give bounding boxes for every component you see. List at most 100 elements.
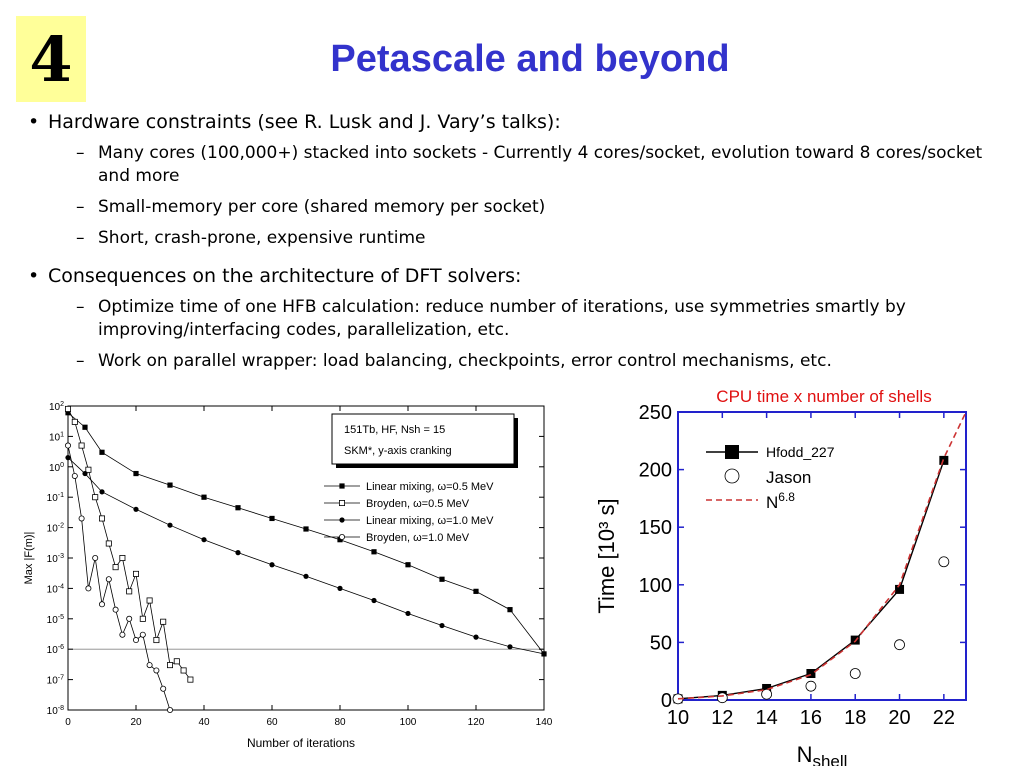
data-point — [146, 662, 153, 669]
x-tick-label: 10 — [667, 707, 689, 729]
sub-bullet: – Small-memory per core (shared memory pe… — [76, 196, 988, 219]
data-point — [119, 631, 126, 638]
data-point — [153, 667, 160, 674]
data-point — [269, 562, 275, 568]
data-point — [92, 494, 99, 501]
data-point — [167, 522, 173, 528]
data-point — [71, 418, 78, 425]
y-tick-label: 101 — [49, 431, 64, 443]
data-point — [337, 585, 343, 591]
x-tick-label: 140 — [536, 717, 553, 728]
legend-marker — [339, 483, 345, 489]
legend-marker — [338, 500, 345, 507]
x-tick-label: 20 — [130, 717, 142, 728]
bullet-list: • Hardware constraints (see R. Lusk and J… — [28, 110, 988, 381]
data-point — [371, 597, 377, 604]
sub-bullet: – Short, crash-prone, expensive runtime — [76, 227, 988, 250]
page-title: Petascale and beyond — [330, 38, 730, 80]
x-tick-label: 60 — [266, 717, 278, 728]
annotation-line1: 151Tb, HF, Nsh = 15 — [344, 424, 445, 436]
data-point — [119, 554, 126, 561]
sub-bullet-text: Work on parallel wrapper: load balancing… — [98, 351, 832, 371]
legend-label: Hfodd_227 — [766, 444, 835, 460]
data-point — [180, 667, 187, 674]
dash-icon: – — [76, 197, 85, 217]
data-point — [507, 607, 513, 613]
x-tick-label: 0 — [65, 717, 71, 728]
bullet-dot-icon: • — [28, 265, 40, 287]
dash-icon: – — [76, 351, 85, 371]
data-point — [201, 537, 207, 543]
x-tick-label: 16 — [800, 707, 822, 729]
data-point — [153, 637, 160, 644]
series-line-0 — [67, 412, 545, 655]
data-point — [65, 455, 71, 461]
series-line-3 — [67, 445, 171, 711]
sub-bullet-text: Optimize time of one HFB calculation: re… — [98, 297, 906, 340]
x-tick-label: 120 — [468, 717, 485, 728]
data-point — [105, 540, 112, 547]
data-point — [371, 549, 377, 555]
data-point — [99, 489, 105, 495]
x-tick-label: 80 — [334, 717, 346, 728]
y-tick-label: 10-1 — [47, 492, 64, 504]
data-point — [201, 494, 207, 500]
y-tick-label: 10-6 — [47, 644, 64, 656]
legend-label: Broyden, ω=1.0 MeV — [366, 532, 470, 544]
data-point — [439, 576, 445, 582]
sub-bullet: – Optimize time of one HFB calculation: r… — [76, 296, 988, 342]
data-point — [716, 692, 728, 704]
data-point — [166, 706, 173, 713]
data-point — [173, 658, 180, 665]
y-tick-label: 100 — [49, 462, 64, 474]
cpu-time-chart: CPU time x number of shells 10 12 14 16 18 20 2… — [594, 387, 967, 766]
data-point — [99, 601, 106, 608]
y-tick-label: 10-8 — [47, 705, 64, 717]
y-tick-label: 250 — [639, 402, 672, 424]
data-point — [187, 676, 194, 683]
data-point — [160, 618, 167, 625]
annotation-box — [331, 413, 515, 465]
data-point — [82, 424, 88, 430]
y-tick-label: 10-7 — [47, 675, 64, 687]
data-point — [439, 622, 445, 629]
x-axis-label: Nshell — [797, 742, 848, 766]
data-point — [762, 683, 772, 693]
x-tick-label: 14 — [755, 707, 777, 729]
data-point — [303, 526, 309, 532]
data-point — [337, 537, 343, 543]
y-tick-label: 10-5 — [47, 614, 64, 626]
data-point — [78, 442, 85, 449]
y-tick-label: 102 — [49, 401, 64, 413]
sub-bullet-text: Short, crash-prone, expensive runtime — [98, 228, 426, 248]
data-point — [938, 556, 950, 568]
sub-bullet-text: Small-memory per core (shared memory per… — [98, 197, 546, 217]
x-tick-label: 12 — [711, 707, 733, 729]
data-point — [235, 550, 241, 556]
sub-bullet: – Work on parallel wrapper: load balancin… — [76, 350, 988, 373]
data-point — [167, 482, 173, 488]
data-point — [235, 505, 241, 511]
x-axis-label: Number of iterations — [247, 736, 355, 750]
x-tick-label: 100 — [400, 717, 417, 728]
bullet-consequences: • Consequences on the architecture of DFT… — [28, 264, 988, 288]
data-point — [541, 651, 547, 657]
data-point — [269, 515, 275, 522]
data-point — [146, 597, 153, 604]
data-point — [895, 584, 905, 594]
data-point — [805, 680, 817, 692]
dash-icon: – — [76, 143, 85, 163]
plot-frame — [677, 411, 967, 701]
y-tick-label: 200 — [639, 460, 672, 482]
data-point — [99, 515, 106, 522]
dash-icon: – — [76, 297, 85, 317]
y-tick-label: 150 — [639, 517, 672, 539]
data-point — [82, 470, 88, 477]
data-point — [85, 466, 92, 473]
legend-marker — [338, 533, 345, 540]
y-tick-label: 10-2 — [47, 523, 64, 535]
data-point — [405, 562, 411, 568]
data-point — [65, 410, 71, 416]
slide-number: 4 — [16, 16, 86, 102]
series-line-fit — [677, 411, 967, 700]
